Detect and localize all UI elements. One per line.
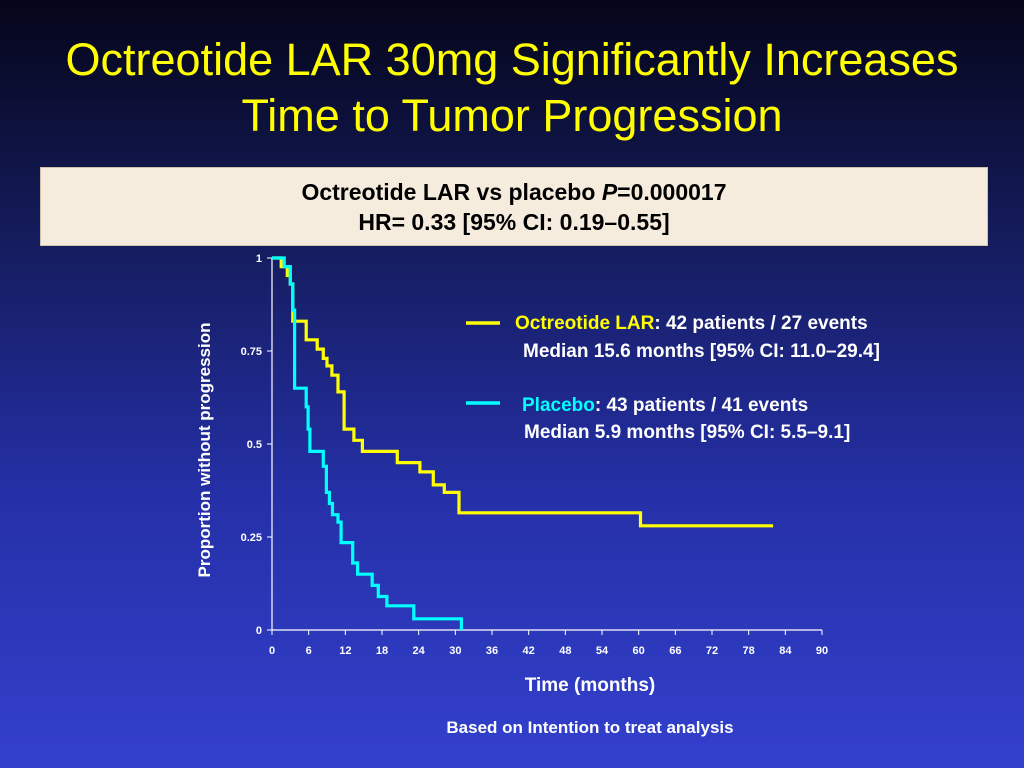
- x-tick-label: 48: [559, 645, 571, 657]
- legend-series-count: : 42 patients / 27 events: [654, 313, 867, 334]
- legend-entry: Octreotide LAR: 42 patients / 27 events: [515, 313, 868, 334]
- x-tick-label: 42: [523, 645, 535, 657]
- legend-series-name: Placebo: [522, 395, 595, 416]
- x-tick-label: 18: [376, 645, 388, 657]
- footnote: Based on Intention to treat analysis: [446, 718, 734, 737]
- x-tick-label: 72: [706, 645, 718, 657]
- stats-line-2: HR= 0.33 [95% CI: 0.19–0.55]: [358, 209, 670, 235]
- x-tick-label: 24: [413, 645, 426, 657]
- y-tick-label: 0.5: [247, 439, 262, 451]
- series-line-octreotide-lar: [272, 256, 774, 528]
- x-tick-label: 36: [486, 645, 498, 657]
- x-tick-label: 66: [669, 645, 681, 657]
- legend-series-count: : 43 patients / 41 events: [595, 395, 808, 416]
- legend-median: Median 15.6 months [95% CI: 11.0–29.4]: [523, 341, 880, 362]
- x-tick-label: 0: [269, 645, 275, 657]
- series-line-placebo: [272, 256, 463, 630]
- legend-entry: Placebo: 43 patients / 41 events: [522, 395, 808, 416]
- statistics-box: Octreotide LAR vs placebo P=0.000017 HR=…: [40, 167, 988, 246]
- x-axis-label: Time (months): [525, 675, 656, 696]
- y-tick-label: 1: [256, 253, 262, 265]
- chart-legend: Octreotide LAR: 42 patients / 27 events M…: [466, 313, 880, 443]
- x-tick-label: 60: [633, 645, 645, 657]
- legend-median: Median 5.9 months [95% CI: 5.5–9.1]: [524, 422, 850, 443]
- chart-axes: 0 6 12 18 24 30 36 42 48 54 60 66 72 78 84 90 0 0.25 0.5 0.…: [241, 253, 829, 657]
- x-tick-label: 78: [743, 645, 755, 657]
- y-axis-label: Proportion without progression: [195, 323, 214, 578]
- stats-line-1: Octreotide LAR vs placebo P=0.000017: [41, 177, 987, 207]
- stats-comparison: Octreotide LAR vs placebo: [301, 179, 602, 205]
- x-tick-label: 12: [339, 645, 351, 657]
- x-tick-label: 54: [596, 645, 609, 657]
- x-tick-label: 84: [779, 645, 792, 657]
- chart-curves: [272, 256, 774, 630]
- y-tick-label: 0.25: [241, 532, 262, 544]
- title-line-1: Octreotide LAR 30mg Significantly Increa…: [65, 34, 959, 85]
- p-label: P: [601, 179, 618, 205]
- slide-title: Octreotide LAR 30mg Significantly Increa…: [0, 32, 1024, 144]
- p-value: =0.000017: [617, 179, 727, 205]
- x-tick-label: 30: [449, 645, 461, 657]
- legend-series-name: Octreotide LAR: [515, 313, 655, 334]
- title-line-2: Time to Tumor Progression: [241, 90, 783, 141]
- y-tick-label: 0.75: [241, 346, 262, 358]
- x-tick-label: 6: [306, 645, 312, 657]
- y-tick-label: 0: [256, 625, 262, 637]
- x-tick-label: 90: [816, 645, 828, 657]
